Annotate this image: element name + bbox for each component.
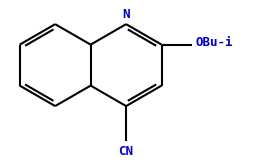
Text: OBu-i: OBu-i — [194, 37, 232, 50]
Text: CN: CN — [118, 145, 133, 158]
Text: N: N — [122, 8, 129, 21]
